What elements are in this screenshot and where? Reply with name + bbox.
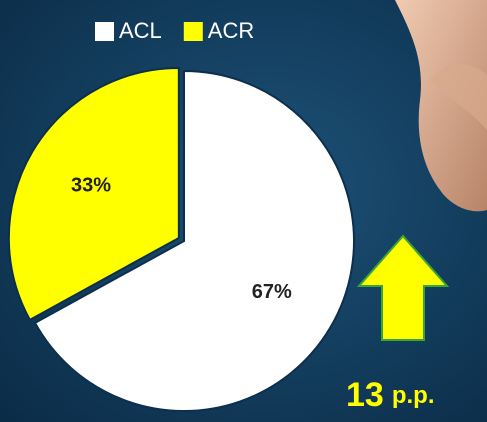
legend-swatch bbox=[95, 22, 114, 41]
page: ACLACR 67%33% 13p.p. (() => { const data… bbox=[0, 0, 487, 422]
legend-label: ACL bbox=[119, 18, 162, 43]
annotation-number: 13 bbox=[346, 376, 384, 414]
annotation-unit: p.p. bbox=[392, 382, 435, 409]
chart: ACL ACR 67% 33% 13 p.p. bbox=[0, 0, 487, 422]
legend-swatch bbox=[184, 22, 203, 41]
data-label: 33% bbox=[71, 174, 111, 196]
data-label: 67% bbox=[252, 281, 292, 303]
legend-label: ACR bbox=[208, 18, 254, 43]
